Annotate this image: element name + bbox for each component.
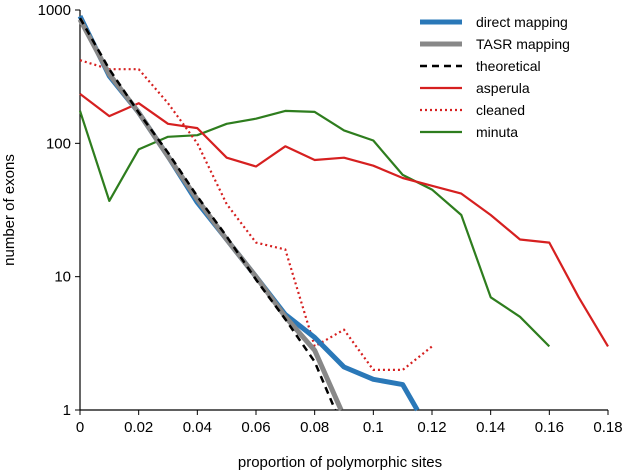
y-tick-label: 1000 bbox=[38, 2, 71, 19]
legend-label: direct mapping bbox=[476, 14, 568, 30]
axes bbox=[79, 10, 608, 411]
x-axis-title: proportion of polymorphic sites bbox=[238, 454, 442, 471]
legend: direct mapping TASR mapping theoretical asp… bbox=[420, 14, 570, 140]
legend-label: minuta bbox=[476, 124, 518, 140]
legend-label: TASR mapping bbox=[476, 36, 570, 52]
x-tick-label: 0.04 bbox=[183, 419, 212, 436]
series-line-theoretical bbox=[78, 17, 337, 411]
x-tick-label: 0.06 bbox=[241, 419, 270, 436]
y-tick-label: 100 bbox=[46, 135, 71, 152]
x-tick-label: 0.02 bbox=[124, 419, 153, 436]
series-line-TASR-mapping bbox=[77, 18, 344, 412]
series-line-direct-mapping bbox=[77, 15, 420, 412]
y-tick-label: 1 bbox=[63, 402, 71, 419]
x-ticks: 0 0.02 0.04 0.06 0.08 0.1 0.12 0.14 0.16 0.18 bbox=[76, 410, 623, 436]
x-tick-label: 0 bbox=[76, 419, 84, 436]
x-tick-label: 0.08 bbox=[300, 419, 329, 436]
legend-label: asperula bbox=[476, 80, 530, 96]
y-tick-label: 10 bbox=[54, 269, 71, 286]
series-line-cleaned bbox=[79, 59, 433, 371]
y-ticks: 1 10 100 1000 bbox=[38, 2, 80, 419]
x-tick-label: 0.1 bbox=[363, 419, 384, 436]
y-axis-title: number of exons bbox=[1, 154, 18, 266]
series-line-minuta bbox=[78, 109, 551, 348]
x-tick-label: 0.18 bbox=[593, 419, 622, 436]
x-tick-label: 0.12 bbox=[417, 419, 446, 436]
series-lines bbox=[77, 15, 609, 412]
x-tick-label: 0.16 bbox=[535, 419, 564, 436]
legend-label: theoretical bbox=[476, 58, 541, 74]
series-line-asperula bbox=[79, 93, 609, 347]
legend-label: cleaned bbox=[476, 102, 525, 118]
x-tick-label: 0.14 bbox=[476, 419, 505, 436]
